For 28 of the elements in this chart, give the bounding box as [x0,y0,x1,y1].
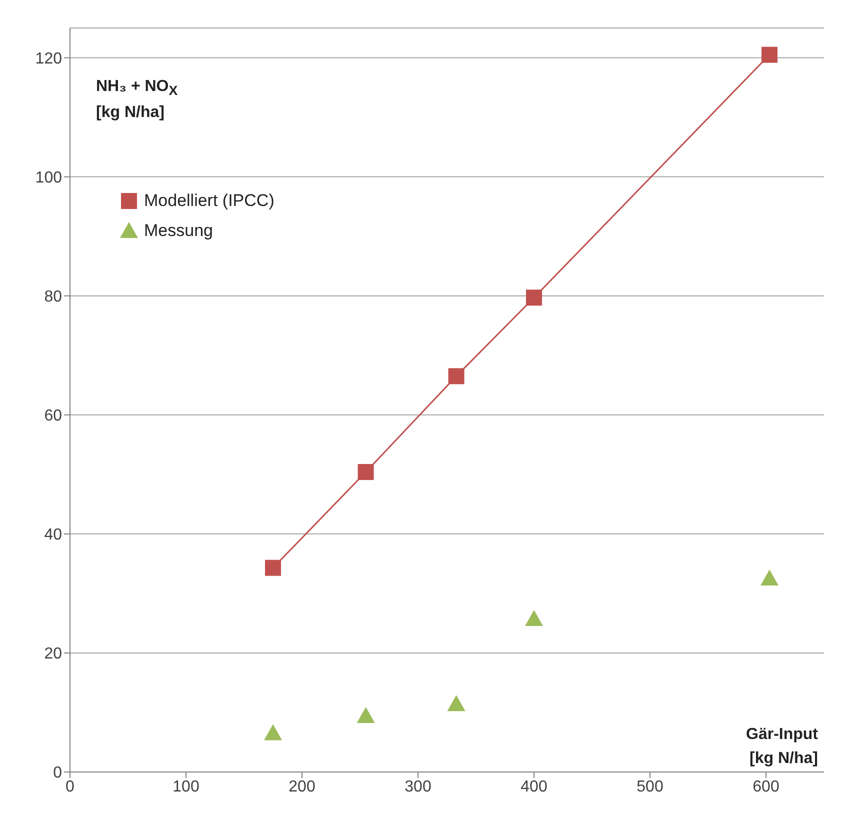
point [356,707,375,724]
y-tick-label: 40 [44,526,62,544]
y-tick-label: 20 [44,646,62,663]
point [264,724,282,740]
x-tick-label: 500 [636,778,664,796]
point [358,464,374,480]
y-tick-label: 120 [35,50,62,68]
y-tick-label: 60 [44,408,62,425]
legend-label: Modelliert (IPCC) [144,190,274,212]
y-tick-label: 80 [44,288,62,306]
y-tick-label: 100 [35,169,62,186]
point [525,610,543,626]
y-axis-title: NH₃ + NO$_{X}$ [kg N/ha] [96,77,179,124]
y-tick-label: 0 [53,764,62,782]
x-tick-label: 0 [66,778,75,796]
point [526,290,542,306]
point [761,46,778,63]
x-tick-label: 100 [172,778,200,796]
point [265,560,281,576]
legend-label: Messung [144,220,213,242]
x-tick-label: 300 [404,778,432,796]
x-tick-label: 200 [288,778,316,796]
point [760,570,778,586]
x-tick-label: 400 [520,778,548,796]
x-axis-title: Gär-Input [kg N/ha] [745,725,818,769]
x-tick-label: 600 [752,778,780,796]
point [447,695,466,712]
point [448,368,464,384]
